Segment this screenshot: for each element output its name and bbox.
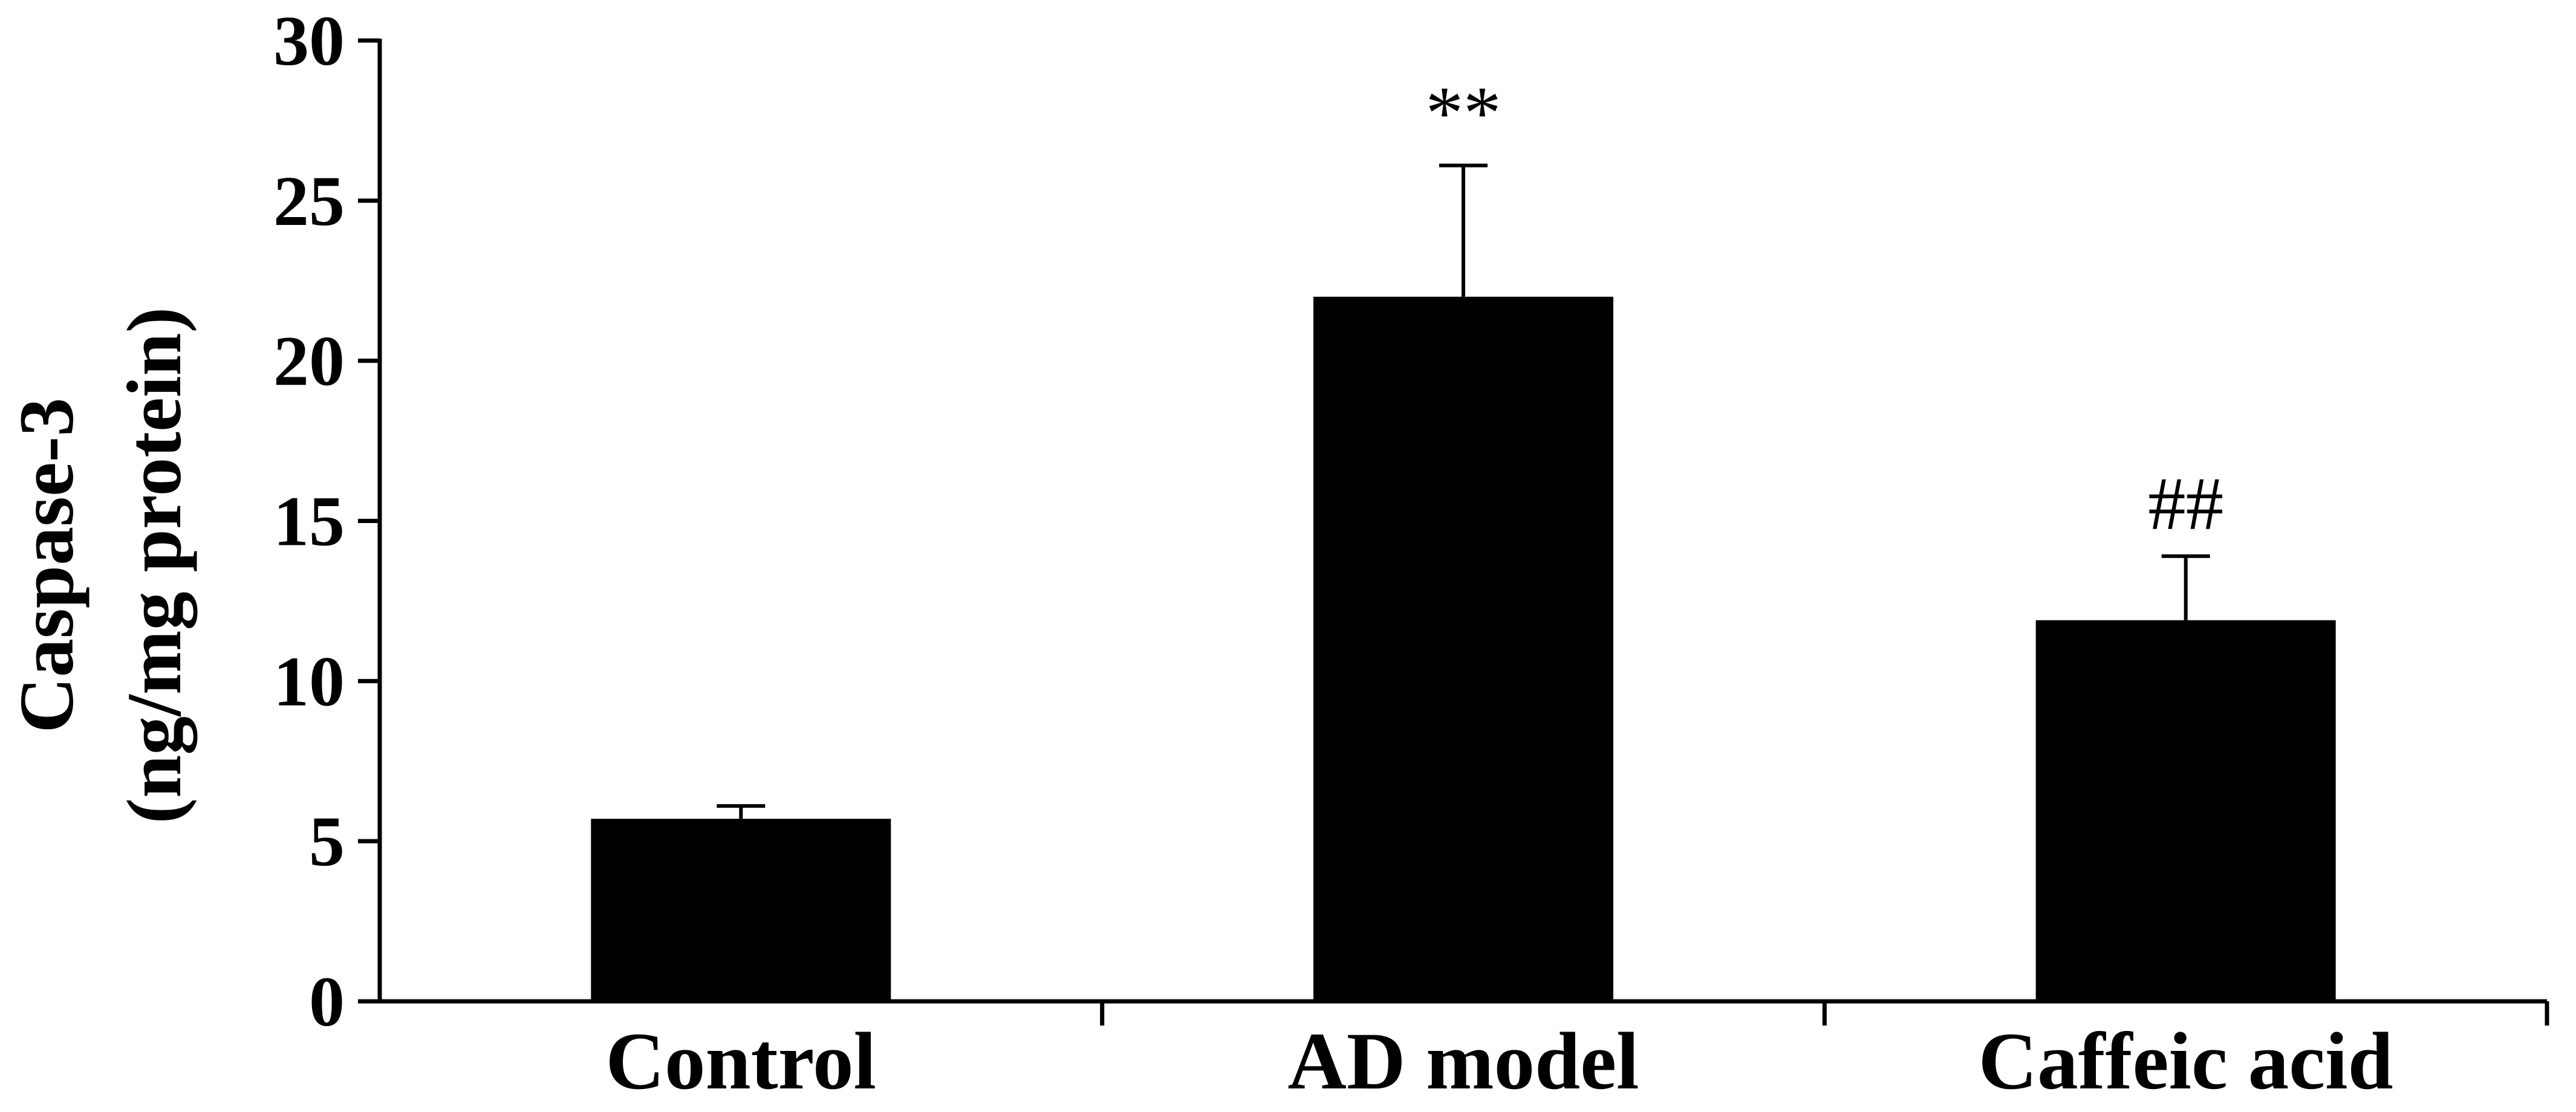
y-tick-label-5: 25 [273, 161, 345, 241]
significance-mark-1: ** [1426, 72, 1501, 155]
y-tick-label-0: 0 [309, 962, 345, 1041]
y-tick-label-6: 30 [273, 1, 345, 80]
y-axis-label-line-2: (ng/mg protein) [111, 307, 197, 824]
significance-mark-2: ## [2148, 463, 2223, 546]
y-tick-label-3: 15 [273, 482, 345, 561]
bar-1 [1313, 296, 1613, 1001]
axes: Control AD model Caffeic acid 0 5 10 15 20 25 30 [273, 1, 2549, 1107]
bar-0 [591, 819, 891, 1001]
y-axis-label: Caspase-3 (ng/mg protein) [4, 307, 197, 824]
x-tick-label-1: AD model [1287, 1016, 1639, 1107]
x-tick-label-0: Control [606, 1016, 877, 1107]
bar-2 [2035, 620, 2336, 1001]
x-tick-label-2: Caffeic acid [1979, 1016, 2393, 1107]
y-tick-label-4: 20 [273, 322, 345, 401]
y-tick-label-1: 5 [309, 802, 345, 881]
y-tick-label-2: 10 [273, 642, 345, 721]
y-axis-label-line-1: Caspase-3 [4, 398, 89, 733]
plot-area: ** ## [591, 72, 2336, 1001]
